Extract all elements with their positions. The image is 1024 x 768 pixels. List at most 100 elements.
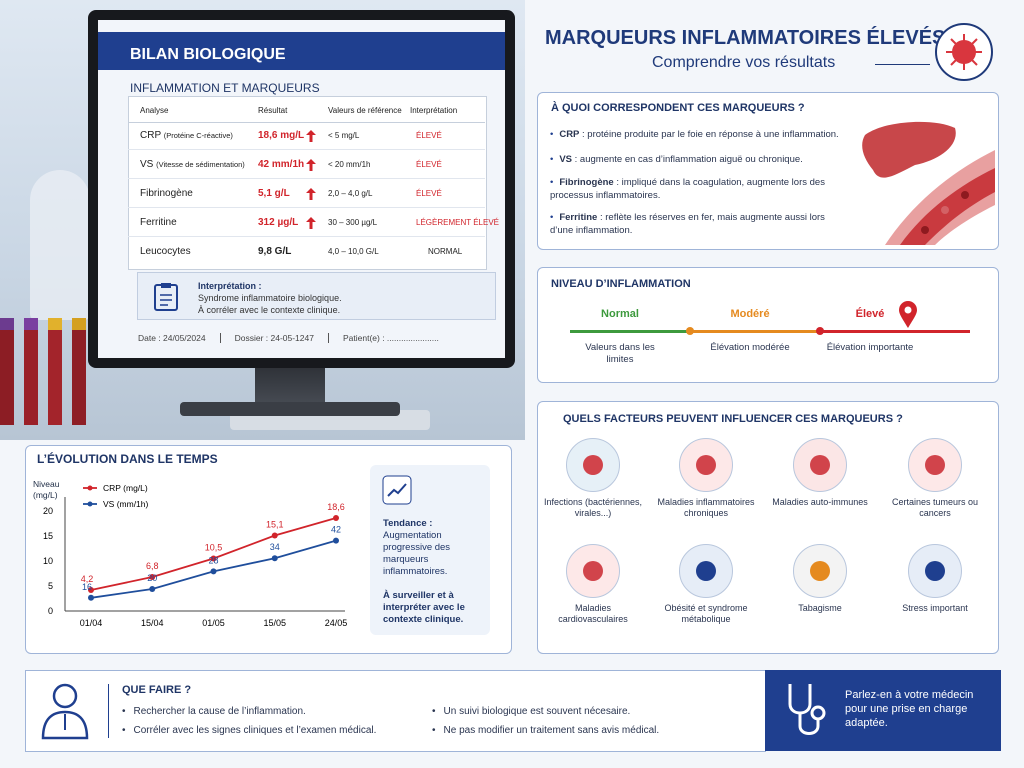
data-label: 18,6 (327, 502, 345, 512)
factor-glyph (583, 561, 603, 581)
factor-icon (793, 544, 847, 598)
result-table (128, 96, 487, 270)
analysis-name: CRP (140, 130, 161, 141)
report-footer: Date : 24/05/2024 Dossier : 24-05-1247 P… (138, 333, 439, 343)
result-cell: 42 mm/1h (258, 159, 305, 170)
data-point (149, 586, 156, 592)
column-header: Résultat (258, 106, 288, 115)
legend-marker (87, 501, 93, 507)
markers-title: À QUOI CORRESPONDENT CES MARQUEURS ? (551, 102, 805, 114)
factor-icon (566, 438, 620, 492)
liver-vessel-illustration (862, 121, 995, 245)
interpretation-line: À corréler avec le contexte clinique. (198, 305, 341, 315)
x-tick-label: 01/04 (80, 618, 103, 628)
table-rule (128, 122, 485, 123)
interpretation-cell: ÉLEVÉ (416, 189, 442, 198)
factor-icon (679, 438, 733, 492)
y-tick-label: 5 (48, 581, 53, 591)
data-label: 4,2 (81, 574, 94, 584)
factor-label: Obésité et syndrome métabolique (664, 603, 748, 624)
x-tick-label: 15/05 (263, 618, 286, 628)
marker-term: Ferritine (559, 212, 598, 223)
y-tick-label: 15 (43, 531, 53, 541)
result-cell: 9,8 G/L (258, 246, 292, 257)
data-point (210, 568, 217, 575)
data-label: 42 (331, 525, 341, 535)
factor-label: Certaines tumeurs ou cancers (891, 497, 979, 518)
analysis-detail: (Vitesse de sédimentation) (156, 160, 245, 169)
marker-text: : protéine produite par le foie en répon… (582, 129, 839, 140)
table-rule (128, 236, 485, 237)
data-point (88, 594, 94, 601)
marker-item: Ferritine : reflète les réserves en fer,… (550, 211, 845, 237)
stethoscope-icon (788, 684, 826, 735)
interpretation-cell: NORMAL (428, 247, 463, 256)
data-label: 28 (208, 555, 218, 565)
data-point (333, 515, 339, 521)
reference-cell: < 5 mg/L (328, 131, 360, 140)
lab-person (30, 170, 90, 320)
level-name: Élevé (855, 308, 885, 320)
level-bar-normal (570, 330, 690, 333)
monitor-stand (255, 360, 325, 410)
factor-glyph (810, 455, 830, 475)
action-item: Un suivi biologique est souvent nécesair… (432, 706, 631, 717)
subtitle-rule (875, 64, 930, 65)
marker-item: Fibrinogène : impliqué dans la coagulati… (550, 176, 845, 202)
factor-glyph (810, 561, 830, 581)
analysis-cell: VS (Vitesse de sédimentation) (140, 159, 245, 170)
level-dot (686, 327, 694, 335)
up-arrow (306, 217, 316, 229)
factor-label: Maladies cardiovasculaires (558, 603, 628, 624)
virus-icon (935, 23, 993, 81)
data-label: 20 (147, 573, 157, 583)
analysis-detail: (Protéine C-réactive) (163, 131, 233, 140)
factor-icon (908, 544, 962, 598)
interpretation-cell: ÉLEVÉ (416, 131, 442, 140)
data-point (271, 532, 278, 539)
footer-file: Dossier : 24-05-1247 (235, 333, 329, 343)
data-label: 6,8 (146, 561, 159, 571)
level-dot (816, 327, 824, 335)
up-arrow (306, 159, 316, 171)
reference-cell: < 20 mm/1h (328, 160, 371, 169)
legend-label: VS (mm/1h) (103, 499, 149, 509)
analysis-cell: Ferritine (140, 217, 177, 228)
data-point (210, 555, 217, 562)
analysis-name: Ferritine (140, 217, 177, 228)
analysis-cell: CRP (Protéine C-réactive) (140, 130, 233, 141)
factor-glyph (696, 455, 716, 475)
level-panel (537, 267, 999, 383)
column-header: Analyse (140, 106, 169, 115)
factors-title: QUELS FACTEURS PEUVENT INFLUENCER CES MA… (563, 413, 903, 425)
chart-title: L’ÉVOLUTION DANS LE TEMPS (37, 451, 218, 466)
marker-text: : impliqué dans la coagulation, augmente… (550, 177, 825, 201)
factor-glyph (925, 455, 945, 475)
factor-label: Maladies inflammatoires chroniques (657, 497, 755, 518)
level-pin (899, 301, 917, 328)
up-arrow (306, 188, 316, 200)
interpretation-cell: LÉGÈREMENT ÉLEVÉ (416, 218, 499, 227)
marker-text: : augmente en cas d’inflammation aiguë o… (574, 154, 803, 165)
cta-text: Parlez-en à votre médecin pour une prise… (845, 689, 974, 729)
marker-term: CRP (559, 129, 580, 140)
factor-icon (908, 438, 962, 492)
page-subtitle: Comprendre vos résultats (652, 54, 836, 71)
x-tick-label: 01/05 (202, 618, 225, 628)
y-axis-label: Niveau (mg/L) (33, 479, 60, 500)
screen-header (98, 32, 505, 70)
result-cell: 5,1 g/L (258, 188, 290, 199)
data-label: 10,5 (205, 543, 223, 553)
x-tick-label: 15/04 (141, 618, 164, 628)
interpretation-box (137, 272, 496, 320)
up-arrow (306, 130, 316, 142)
data-label: 15,1 (266, 520, 284, 530)
series-line (90, 517, 337, 591)
level-description: Élévation modérée (710, 342, 790, 353)
clipboard-icon (154, 283, 178, 311)
factor-label: Stress important (902, 603, 968, 613)
factor-glyph (925, 561, 945, 581)
action-item: Rechercher la cause de l’inflammation. (122, 706, 306, 717)
test-tubes (0, 318, 86, 425)
